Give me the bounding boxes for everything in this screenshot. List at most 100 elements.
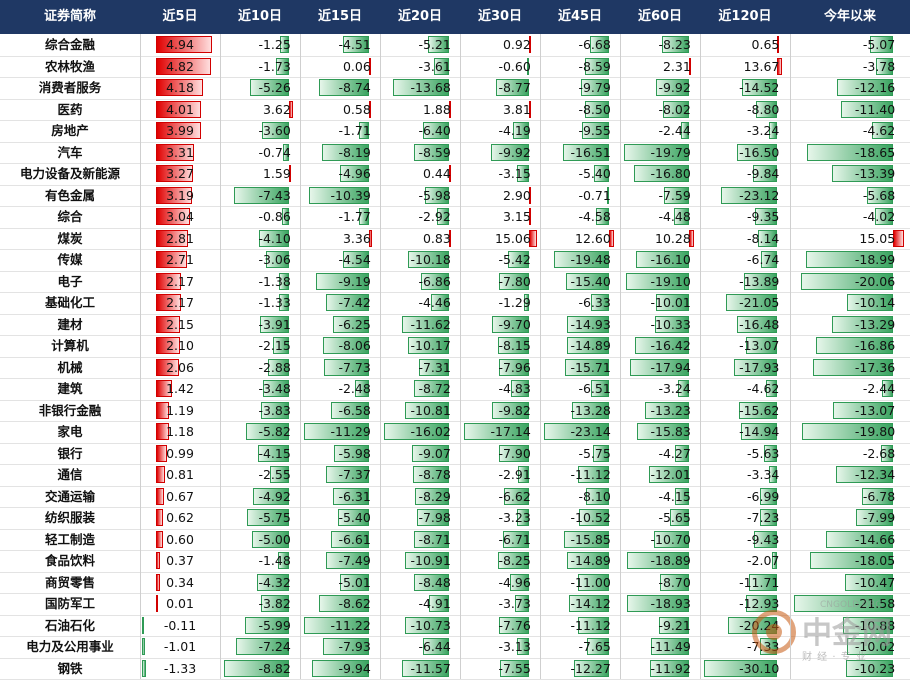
table-row[interactable]: 通信 0.81 -2.55 -7.37 -8.78 -2.91 -11.12 -12.01 -3… — [0, 464, 910, 486]
value-cell: -18.05 — [790, 550, 910, 572]
value-label: -3.23 — [498, 510, 531, 525]
table-row[interactable]: 电子 2.17 -1.38 -9.19 -6.86 -7.80 -15.40 -19.10 -1… — [0, 271, 910, 293]
value-cell: -8.62 — [300, 593, 380, 615]
value-label: -7.23 — [747, 510, 780, 525]
value-cell: -0.86 — [220, 206, 300, 228]
column-header-1[interactable]: 近5日 — [162, 9, 198, 24]
column-header-5[interactable]: 近30日 — [477, 9, 523, 24]
negative-bar — [340, 165, 369, 182]
table-row[interactable]: 非银行金融 1.19 -3.83 -6.58 -10.81 -9.82 -13.28 -13.… — [0, 400, 910, 422]
negative-bar — [840, 100, 894, 118]
value-cell: -7.93 — [300, 636, 380, 658]
value-label: -11.92 — [650, 660, 691, 676]
value-cell: -14.94 — [700, 421, 790, 443]
table-row[interactable]: 交通运输 0.67 -4.92 -6.31 -8.29 -6.62 -8.10 -4.15 -6… — [0, 486, 910, 508]
value-label: -4.19 — [498, 123, 531, 138]
table-row[interactable]: 建筑 1.42 -3.48 -2.48 -8.72 -4.83 -6.51 -3.24 -4.6… — [0, 378, 910, 400]
value-cell: -10.17 — [380, 335, 460, 357]
table-row[interactable]: 轻工制造 0.60 -5.00 -6.61 -8.71 -6.71 -15.85 -10.70… — [0, 529, 910, 551]
value-cell: -13.28 — [540, 400, 620, 422]
column-divider — [300, 34, 301, 679]
table-row[interactable]: 家电 1.18 -5.82 -11.29 -16.02 -17.14 -23.14 -15.8… — [0, 421, 910, 443]
negative-bar — [278, 272, 289, 290]
table-row[interactable]: 房地产 3.99 -3.60 -1.71 -6.40 -4.19 -9.55 -2.44 -3.… — [0, 120, 910, 142]
value-cell: -4.27 — [620, 443, 700, 465]
table-row[interactable]: 煤炭 2.81 -4.10 3.36 0.83 15.06 12.60 10.28 -8.14 1… — [0, 228, 910, 250]
value-label: -7.37 — [338, 467, 371, 482]
table-row[interactable]: 电力及公用事业 -1.01 -7.24 -7.93 -6.44 -3.13 -7.65 -11… — [0, 636, 910, 658]
positive-bar — [156, 509, 164, 526]
table-row[interactable]: 石油石化 -0.11 -5.99 -11.22 -10.73 -7.76 -11.12 -9.… — [0, 615, 910, 637]
table-row[interactable]: 综合 3.04 -0.86 -1.77 -2.92 3.15 -4.58 -4.48 -9.35… — [0, 206, 910, 228]
table-row[interactable]: 国防军工 0.01 -3.82 -8.62 -4.91 -3.73 -14.12 -18.93… — [0, 593, 910, 615]
positive-bar — [368, 100, 371, 118]
value-label: -15.71 — [570, 359, 611, 375]
table-row[interactable]: 计算机 2.10 -2.15 -8.06 -10.17 -8.15 -14.89 -16.42… — [0, 335, 910, 357]
column-header-0[interactable]: 证券简称 — [43, 9, 96, 24]
column-header-4[interactable]: 近20日 — [397, 9, 443, 24]
table-row[interactable]: 传媒 2.71 -3.06 -4.54 -10.18 -5.42 -19.48 -16.10 -… — [0, 249, 910, 271]
column-divider — [460, 34, 461, 679]
column-header-9[interactable]: 今年以来 — [823, 9, 876, 24]
column-header-8[interactable]: 近120日 — [718, 9, 772, 24]
sector-name: 基础化工 — [44, 295, 95, 310]
negative-bar — [318, 79, 369, 96]
column-header-7[interactable]: 近60日 — [637, 9, 683, 24]
value-label: -2.91 — [498, 467, 531, 482]
negative-bar — [316, 272, 369, 290]
value-label: -9.07 — [418, 445, 451, 461]
value-label: 2.17 — [166, 295, 194, 310]
table-row[interactable]: 机械 2.06 -2.88 -7.73 -7.31 -7.96 -15.71 -17.94 -1… — [0, 357, 910, 379]
negative-bar — [567, 337, 609, 354]
table-row[interactable]: 建材 2.15 -3.91 -6.25 -11.62 -9.70 -14.93 -10.33 -… — [0, 314, 910, 336]
table-row[interactable]: 食品饮料 0.37 -1.48 -7.49 -10.91 -8.25 -14.89 -18.8… — [0, 550, 910, 572]
value-label: 1.59 — [262, 166, 291, 181]
value-cell: 2.71 — [140, 249, 220, 271]
table-row[interactable]: 农林牧渔 4.82 -1.73 0.06 -3.61 -0.60 -8.59 2.31 13.6… — [0, 56, 910, 78]
table-row[interactable]: 商贸零售 0.34 -4.32 -5.01 -8.48 -4.96 -11.00 -8.70 -… — [0, 572, 910, 594]
value-cell: 0.67 — [140, 486, 220, 508]
table-row[interactable]: 纺织服装 0.62 -5.75 -5.40 -7.98 -3.23 -10.52 -5.65 -… — [0, 507, 910, 529]
negative-bar — [636, 251, 689, 268]
value-label: -6.51 — [578, 381, 611, 396]
value-cell: 4.94 — [140, 34, 220, 56]
value-label: -13.07 — [854, 402, 896, 418]
value-label: -5.65 — [658, 510, 691, 525]
negative-bar — [416, 509, 449, 526]
table-row[interactable]: 基础化工 2.17 -1.33 -7.42 -4.46 -1.29 -6.33 -10.01 -… — [0, 292, 910, 314]
value-cell: -6.74 — [700, 249, 790, 271]
value-cell: -23.14 — [540, 421, 620, 443]
table-row[interactable]: 电力设备及新能源 3.27 1.59 -4.96 0.44 -3.15 -5.40 -16.8… — [0, 163, 910, 185]
value-label: 10.28 — [655, 230, 691, 246]
value-label: 2.10 — [166, 338, 194, 353]
value-cell: -16.86 — [790, 335, 910, 357]
table-row[interactable]: 汽车 3.31 -0.74 -8.19 -8.59 -9.92 -16.51 -19.79 -1… — [0, 142, 910, 164]
value-cell: -4.19 — [460, 120, 540, 142]
negative-bar — [516, 165, 529, 182]
table-row[interactable]: 钢铁 -1.33 -8.82 -9.94 -11.57 -7.55 -12.27 -11.92… — [0, 658, 910, 680]
negative-bar — [279, 294, 289, 311]
positive-bar — [156, 380, 173, 397]
negative-bar — [304, 616, 369, 634]
table-row[interactable]: 有色金属 3.19 -7.43 -10.39 -5.98 2.90 -0.71 -7.59 -2… — [0, 185, 910, 207]
column-header-3[interactable]: 近15日 — [317, 9, 363, 24]
column-header-2[interactable]: 近10日 — [237, 9, 283, 24]
column-header-6[interactable]: 近45日 — [557, 9, 603, 24]
value-label: -0.11 — [163, 617, 197, 633]
value-label: -18.65 — [854, 144, 896, 160]
negative-bar — [658, 616, 689, 634]
table-row[interactable]: 银行 0.99 -4.15 -5.98 -9.07 -7.90 -5.75 -4.27 -5.6… — [0, 443, 910, 465]
negative-bar — [825, 530, 894, 548]
value-cell: -7.99 — [790, 507, 910, 529]
table-row[interactable]: 医药 4.01 3.62 0.58 1.88 3.81 -8.50 -8.02 -8.80 -11… — [0, 99, 910, 121]
value-label: -2.92 — [418, 209, 451, 224]
value-label: -8.70 — [658, 574, 691, 590]
negative-bar — [246, 423, 289, 440]
value-cell: -10.02 — [790, 636, 910, 658]
table-row[interactable]: 综合金融 4.94 -1.25 -4.51 -5.21 0.92 -6.68 -8.23 0.6… — [0, 34, 910, 56]
table-row[interactable]: 消费者服务 4.18 -5.26 -8.74 -13.68 -8.77 -9.79 -9.92… — [0, 77, 910, 99]
value-label: -19.80 — [854, 424, 896, 439]
sector-name: 轻工制造 — [44, 531, 95, 547]
value-label: 13.67 — [743, 58, 780, 74]
value-cell: -17.36 — [790, 357, 910, 379]
